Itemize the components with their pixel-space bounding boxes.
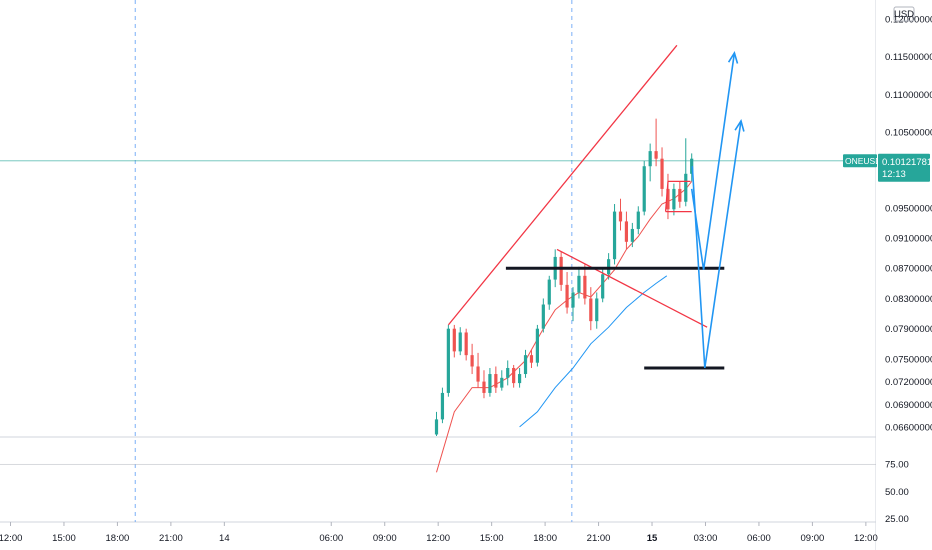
candle-body — [660, 158, 664, 189]
candles — [434, 118, 694, 436]
symbol-tag: ONEUSD — [845, 156, 881, 166]
symbol-tag-bg — [843, 154, 877, 168]
flag-left-line — [664, 181, 669, 212]
candle-body — [589, 298, 593, 322]
candle-body — [624, 221, 629, 242]
candle-body — [601, 274, 605, 299]
time-tick-label: 21:00 — [587, 533, 611, 544]
candle-body — [612, 211, 617, 260]
projection-arrowhead-a — [727, 50, 739, 64]
candle-body — [577, 275, 581, 293]
channel-upper-trendline — [447, 44, 678, 326]
time-tick-label: 03:00 — [694, 533, 718, 544]
channel-lower-trendline — [556, 248, 708, 328]
candle-body — [684, 173, 688, 202]
projection-path-b — [691, 120, 742, 369]
sma-slow-line — [519, 275, 668, 428]
time-tick-label: 21:00 — [159, 533, 183, 544]
time-tick-label: 18:00 — [533, 533, 557, 544]
price-tick-label: 0.07500000 — [885, 354, 932, 365]
currency-box — [893, 6, 915, 22]
candle-body — [529, 355, 534, 363]
time-tick-label: 12:00 — [0, 533, 22, 544]
candle-body — [440, 392, 445, 420]
time-tick-label: 12:00 — [854, 533, 878, 544]
candle-body — [446, 328, 450, 393]
candle-body — [512, 367, 516, 384]
currency-label[interactable]: USD — [894, 9, 914, 20]
price-tick-label: 0.10500000 — [885, 128, 932, 139]
oscillator-tick-label: 75.00 — [885, 460, 909, 471]
candle-body — [547, 279, 551, 305]
price-tag: ONEUSD 0.10121781 12:13 — [843, 153, 932, 182]
countdown-label: 12:13 — [882, 169, 906, 180]
price-axis[interactable]: 0.12000000 0.11500000 0.11000000 0.10500000… — [876, 0, 932, 550]
candle-body — [571, 292, 575, 308]
last-price-label: 0.10121781 — [882, 157, 932, 168]
candle-body — [654, 151, 658, 159]
time-tick-label: 06:00 — [319, 533, 343, 544]
drawings — [447, 44, 745, 370]
price-tick-label: 0.09100000 — [885, 234, 932, 245]
candle-body — [464, 332, 468, 356]
oscillator-tick-label: 50.00 — [885, 487, 909, 498]
price-tick-label: 0.06600000 — [885, 422, 932, 433]
time-axis[interactable]: 12:00 15:00 18:00 21:00 14 06:00 09:00 12:00 15:… — [0, 522, 878, 544]
time-tick-label: 14 — [219, 533, 230, 544]
candle-body — [565, 284, 569, 308]
price-tick-label: 0.09500000 — [885, 203, 932, 214]
candle-body — [500, 377, 504, 388]
sma-fast-line — [436, 181, 693, 473]
price-tick-label: 0.11500000 — [885, 52, 932, 63]
price-pane[interactable] — [434, 44, 745, 473]
time-tick-label: 12:00 — [426, 533, 450, 544]
candle-body — [494, 374, 498, 388]
candle-body — [541, 304, 545, 329]
price-tick-label: 0.07200000 — [885, 377, 932, 388]
candle-body — [523, 355, 528, 375]
time-tick-label: 09:00 — [373, 533, 397, 544]
candle-body — [458, 332, 462, 352]
candle-body — [506, 367, 510, 378]
candle-body — [648, 151, 652, 167]
candle-body — [452, 328, 456, 352]
time-tick-label: 15:00 — [480, 533, 504, 544]
candle-body — [488, 374, 492, 393]
candle-body — [618, 211, 623, 222]
time-tick-label: 15 — [647, 533, 658, 544]
candle-body — [470, 355, 474, 367]
price-tag-bg — [878, 153, 930, 182]
candle-body — [666, 188, 670, 210]
candle-body — [482, 381, 486, 393]
time-tick-label: 18:00 — [106, 533, 130, 544]
projection-path-a — [690, 52, 736, 270]
candle-body — [583, 275, 587, 299]
time-tick-label: 15:00 — [52, 533, 76, 544]
candle-body — [476, 366, 480, 382]
candle-body — [642, 166, 646, 212]
candle-body — [678, 188, 682, 202]
moving-averages — [436, 181, 693, 473]
price-tick-label: 0.07900000 — [885, 324, 932, 335]
candle-body — [595, 298, 599, 322]
time-tick-label: 09:00 — [801, 533, 825, 544]
candle-body — [517, 374, 522, 384]
candle-body — [630, 228, 634, 242]
time-tick-label: 06:00 — [747, 533, 771, 544]
candle-body — [672, 188, 676, 210]
price-tick-label: 0.12000000 — [885, 14, 932, 25]
candle-body — [434, 419, 439, 435]
price-tick-label: 0.11000000 — [885, 90, 932, 101]
candle-body — [636, 211, 640, 229]
price-tick-label: 0.08300000 — [885, 294, 932, 305]
oscillator-tick-label: 25.00 — [885, 514, 909, 525]
price-tick-label: 0.06900000 — [885, 400, 932, 411]
projection-arrowhead-b — [734, 118, 745, 132]
price-tick-label: 0.08700000 — [885, 264, 932, 275]
candle-body — [559, 256, 563, 285]
oscillator-axis: 75.00 50.00 25.00 — [885, 460, 909, 525]
candle-body — [535, 328, 539, 363]
